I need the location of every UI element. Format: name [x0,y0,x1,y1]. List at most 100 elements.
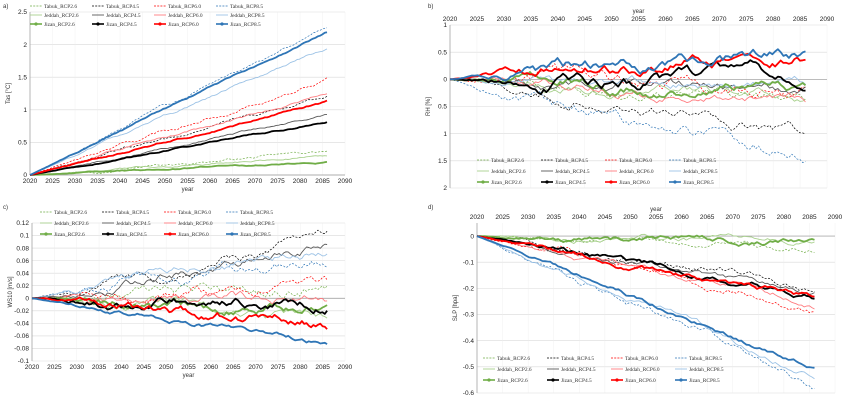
legend-marker [158,22,162,26]
legend-item: Jizan_RCP6.0 [605,180,650,186]
y-tick-label: 1 [443,131,447,138]
x-tick-label: 2070 [248,178,263,185]
chart-c-svg: c) -0.1 -0.08 -0.06 -0.04 -0.02 0 0.02 0.04 0.06 0… [3,205,353,379]
series-line-tabuk-rcp2-6 [31,282,328,302]
legend-label: Tabuk_RCP2.6 [491,158,524,164]
y-tick-label: 2 [443,185,447,192]
legend-label: Jeddah_RCP4.5 [555,169,590,175]
legend-marker [168,232,172,236]
legend-item: Tabuk_RCP6.0 [605,158,652,164]
legend-label: Jizan_RCP8.5 [689,378,720,384]
x-tick-label: 2065 [685,16,700,23]
x-tick-label: 2020 [23,178,38,185]
legend-item: Jizan_RCP6.0 [154,22,199,28]
legend-item: Jizan_RCP2.6 [477,180,522,186]
panel-label: b) [428,4,433,10]
panel-b-rh: b) 2 1.5 1 0.5 0 0.5 1 2020 2025 2030 2035 2040 2045 2… [425,0,850,200]
x-tick-label: 2040 [550,16,565,23]
legend-item: Tabuk_RCP4.5 [92,4,139,10]
chart-a-svg: a) 0 0.5 1 1.5 2 2.5 2020 2025 2030 2035 2040 2045 20… [3,4,353,193]
y-tick-label: 0 [25,295,29,302]
legend: Tabuk_RCP2.6 Tabuk_RCP4.5 Tabuk_RCP6.0 Tabu… [477,158,718,186]
x-tick-label: 2085 [802,214,817,221]
legend-label: Jizan_RCP8.5 [683,180,714,186]
legend-item: Jizan_RCP8.5 [226,232,271,238]
legend-item: Jeddah_RCP2.6 [40,221,89,227]
legend-item: Jeddah_RCP4.5 [547,367,596,373]
series-line-jizan-rcp4-5 [449,59,806,96]
x-tick-label: 2050 [158,178,173,185]
legend-marker [44,232,48,236]
chart-d-svg: d) -0.6 -0.5 -0.4 -0.3 -0.2 -0.1 0 2020 2025 2030 2… [428,205,843,397]
series-line-jeddah-rcp8-5 [31,252,328,299]
legend-item: Tabuk_RCP2.6 [477,158,524,164]
x-tick-label: 2050 [159,364,174,371]
legend-item: Jeddah_RCP4.5 [92,13,141,19]
x-tick-label: 2020 [443,16,458,23]
legend-label: Tabuk_RCP8.5 [683,158,716,164]
legend-marker [679,378,683,382]
legend-label: Jeddah_RCP8.5 [683,169,718,175]
series-line-jizan-rcp2-6 [449,71,807,99]
legend-label: Jizan_RCP4.5 [561,378,592,384]
y-tick-label: 0.06 [16,258,29,265]
legend-item: Tabuk_RCP2.6 [483,356,530,362]
x-tick-label: 2025 [470,16,485,23]
legend-label: Jeddah_RCP2.6 [44,13,79,19]
legend-item: Jizan_RCP4.5 [547,378,592,384]
legend-label: Jizan_RCP4.5 [106,22,137,28]
legend-item: Jeddah_RCP8.5 [669,169,718,175]
x-tick-label: 2070 [248,364,263,371]
series-line-jeddah-rcp4-5 [31,243,328,299]
x-tick-label: 2030 [69,364,84,371]
y-tick-label: -0.3 [463,312,475,319]
legend-marker [96,22,100,26]
legend-item: Jizan_RCP4.5 [541,180,586,186]
x-tick-label: 2030 [521,214,536,221]
y-tick-label: 0.08 [16,245,29,252]
x-tick-label: 2065 [700,214,715,221]
series-line-tabuk-rcp4-5 [449,78,806,135]
legend-label: Jizan_RCP4.5 [555,180,586,186]
legend-item: Tabuk_RCP6.0 [611,356,658,362]
y-tick-label: 0.5 [438,49,447,56]
legend-marker [220,22,224,26]
series-group [29,27,328,176]
x-tick-label: 2025 [47,364,62,371]
panel-label: a) [3,4,8,10]
legend-item: Jeddah_RCP4.5 [102,221,151,227]
legend-marker [230,232,234,236]
x-axis-title: year [182,187,194,193]
legend-label: Tabuk_RCP6.0 [625,356,658,362]
y-axis-title: Tas [°C] [6,83,12,104]
x-tick-label: 2070 [712,16,727,23]
y-tick-label: -0.5 [463,364,475,371]
x-tick-label: 2090 [338,178,353,185]
series-group [476,233,815,390]
x-tick-label: 2075 [271,364,286,371]
series-line-jeddah-rcp6-0 [476,235,815,310]
y-tick-label: 1 [23,107,27,114]
series-line-tabuk-rcp8-5 [476,235,815,390]
legend-item: Jizan_RCP8.5 [669,180,714,186]
legend-marker [615,378,619,382]
legend-item: Tabuk_RCP2.6 [30,4,77,10]
legend-label: Tabuk_RCP4.5 [555,158,588,164]
legend-label: Jizan_RCP2.6 [491,180,522,186]
legend-label: Jeddah_RCP6.0 [619,169,654,175]
x-tick-label: 2035 [92,364,107,371]
legend-label: Jeddah_RCP6.0 [168,13,203,19]
legend-item: Jizan_RCP2.6 [483,378,528,384]
legend-item: Jeddah_RCP6.0 [164,221,213,227]
legend-label: Jeddah_RCP8.5 [689,367,724,373]
y-axis-title: WS10 [m/s] [8,276,14,307]
legend-label: Jizan_RCP2.6 [54,232,85,238]
y-tick-label: -0.06 [14,333,29,340]
legend-label: Jizan_RCP6.0 [168,22,199,28]
legend-label: Tabuk_RCP2.6 [54,210,87,216]
legend-item: Tabuk_RCP8.5 [216,4,263,10]
legend-label: Tabuk_RCP8.5 [230,4,263,10]
series-group [449,48,807,163]
gridlines [29,11,346,176]
y-tick-label: 0.1 [20,233,29,240]
